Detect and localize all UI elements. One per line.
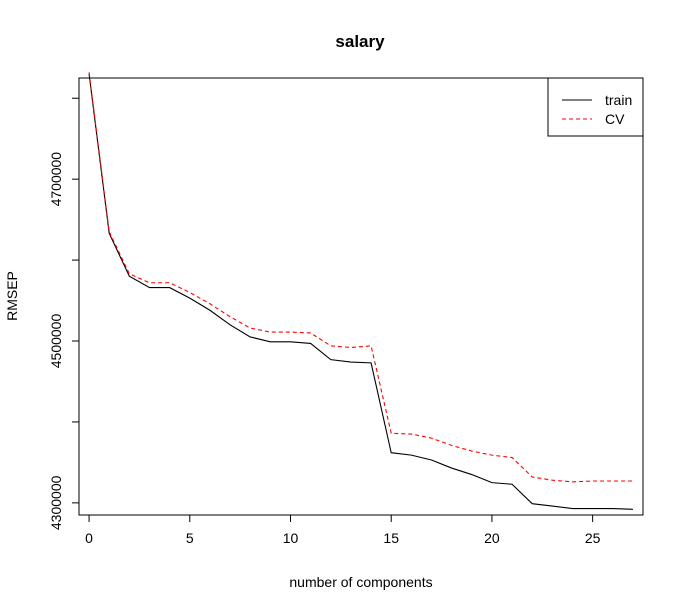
x-tick-label: 20 <box>484 530 500 546</box>
chart-title: salary <box>335 32 385 51</box>
x-axis-label: number of components <box>289 574 432 590</box>
x-tick-label: 10 <box>283 530 299 546</box>
x-tick-label: 25 <box>585 530 601 546</box>
y-tick-label: 4500000 <box>48 314 64 369</box>
series-line-train <box>88 73 633 510</box>
x-tick-label: 15 <box>383 530 399 546</box>
legend: train CV <box>547 77 644 137</box>
series-layer <box>88 72 633 510</box>
series-line-cv <box>88 72 633 483</box>
legend-box <box>547 77 644 137</box>
y-tick-label: 4700000 <box>48 152 64 207</box>
plot-frame <box>78 77 644 516</box>
x-tick-label: 0 <box>85 530 93 546</box>
x-axis: 0 5 10 15 20 25 <box>85 514 601 546</box>
y-tick-label: 4300000 <box>48 475 64 530</box>
x-tick-label: 5 <box>186 530 194 546</box>
y-axis-label: RMSEP <box>4 271 20 321</box>
legend-label-train: train <box>605 92 632 108</box>
y-axis: 4300000 4500000 4700000 <box>48 97 80 530</box>
legend-label-cv: CV <box>605 111 625 127</box>
